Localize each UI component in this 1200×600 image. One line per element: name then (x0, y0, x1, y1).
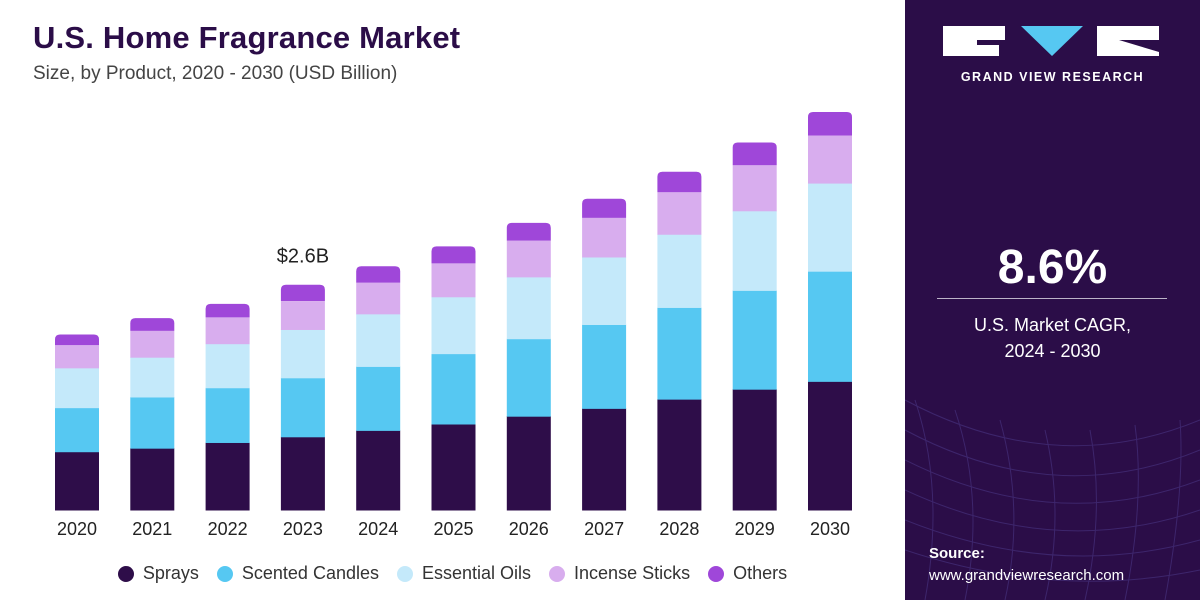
bar-segment-essential-oils-2022 (205, 343, 250, 389)
legend-swatch-incense-sticks (549, 565, 566, 582)
grand-view-research-logo (943, 26, 1159, 56)
x-tick-label-2024: 2024 (358, 519, 398, 539)
legend-label-others: Others (733, 563, 788, 583)
bar-segment-sprays-2030 (808, 381, 852, 511)
bar-segment-others-2023 (280, 284, 325, 302)
bar-segment-others-2025 (431, 246, 476, 264)
bar-segment-sprays-2025 (431, 424, 476, 511)
x-tick-label-2025: 2025 (433, 519, 473, 539)
divider (937, 298, 1167, 299)
legend-label-essential-oils: Essential Oils (421, 563, 532, 583)
bar-segment-others-2029 (732, 142, 777, 166)
legend-swatch-scented-candles (216, 565, 233, 582)
bar-segment-sprays-2023 (280, 436, 325, 511)
bar-segment-scented-candles-2026 (506, 338, 551, 417)
bar-segment-sprays-2020 (55, 451, 99, 511)
bar-segment-scented-candles-2030 (808, 271, 852, 382)
x-tick-label-2026: 2026 (509, 519, 549, 539)
bar-segment-others-2021 (130, 318, 175, 331)
bar-segment-scented-candles-2027 (582, 324, 627, 409)
x-tick-label-2021: 2021 (132, 519, 172, 539)
bar-segment-essential-oils-2026 (506, 276, 551, 340)
bar-segment-others-2020 (55, 334, 99, 346)
x-tick-label-2020: 2020 (57, 519, 97, 539)
x-tick-label-2030: 2030 (810, 519, 850, 539)
bar-segment-essential-oils-2028 (657, 234, 702, 308)
bar-segment-incense-sticks-2027 (582, 217, 627, 258)
bar-segment-incense-sticks-2020 (55, 345, 99, 369)
bar-segment-incense-sticks-2021 (130, 330, 175, 358)
bar-segment-essential-oils-2024 (356, 313, 401, 367)
brand-name: GRAND VIEW RESEARCH (960, 70, 1145, 84)
source-label: Source: (929, 545, 985, 562)
chart-panel: U.S. Home Fragrance Market Size, by Prod… (0, 20, 905, 584)
bar-segment-sprays-2028 (657, 399, 702, 511)
bar-segment-others-2027 (582, 198, 627, 218)
bar-segment-sprays-2024 (356, 430, 401, 511)
legend-item-others: Others (708, 563, 787, 584)
legend-label-sprays: Sprays (142, 563, 199, 583)
cagr-value: 8.6% (997, 241, 1108, 294)
bar-segment-scented-candles-2023 (280, 377, 325, 438)
summary-panel: GRAND VIEW RESEARCH 8.6% U.S. Market CAG… (905, 0, 1200, 600)
cagr-label: U.S. Market CAGR, 2024 - 2030 (905, 312, 1200, 364)
bar-segment-scented-candles-2029 (732, 290, 777, 390)
bar-segment-sprays-2029 (732, 389, 777, 511)
legend-label-incense-sticks: Incense Sticks (574, 563, 691, 583)
x-tick-label-2027: 2027 (584, 519, 624, 539)
legend-item-essential-oils: Essential Oils (396, 563, 532, 584)
legend-swatch-sprays (117, 565, 134, 582)
bar-segment-scented-candles-2024 (356, 366, 401, 431)
bar-segment-scented-candles-2021 (130, 396, 175, 449)
bar-segment-others-2024 (356, 266, 401, 283)
bar-segment-scented-candles-2028 (657, 307, 702, 400)
cagr-label-line2: 2024 - 2030 (1004, 341, 1101, 361)
x-tick-label-2023: 2023 (283, 519, 323, 539)
bar-segment-others-2026 (506, 222, 551, 241)
bar-segment-sprays-2022 (205, 442, 250, 511)
bar-segment-incense-sticks-2023 (280, 301, 325, 330)
wireframe-grid-decoration (905, 399, 1200, 600)
chart-title: U.S. Home Fragrance Market (33, 20, 461, 55)
bar-segment-incense-sticks-2022 (205, 317, 250, 345)
chart-subtitle: Size, by Product, 2020 - 2030 (USD Billi… (33, 63, 398, 84)
bar-segment-incense-sticks-2029 (732, 165, 777, 212)
bar-segment-essential-oils-2030 (808, 183, 852, 272)
legend-item-sprays: Sprays (117, 563, 199, 584)
legend-item-incense-sticks: Incense Sticks (549, 563, 690, 584)
data-label-2023: $2.6B (277, 246, 329, 268)
legend-item-scented-candles: Scented Candles (216, 563, 379, 584)
legend-swatch-essential-oils (396, 565, 413, 582)
bar-segment-others-2028 (657, 171, 702, 193)
x-tick-label-2029: 2029 (735, 519, 775, 539)
legend-swatch-others (708, 565, 725, 582)
bar-segment-essential-oils-2027 (582, 256, 627, 326)
bar-segment-essential-oils-2025 (431, 296, 476, 355)
bar-segment-sprays-2021 (130, 448, 175, 511)
bar-segment-others-2022 (205, 303, 250, 318)
bar-segment-essential-oils-2021 (130, 357, 175, 398)
bar-segment-incense-sticks-2030 (808, 135, 852, 184)
bar-segment-incense-sticks-2025 (431, 263, 476, 298)
bar-segment-incense-sticks-2028 (657, 192, 702, 235)
cagr-label-line1: U.S. Market CAGR, (973, 315, 1132, 335)
bar-segment-scented-candles-2020 (55, 407, 99, 453)
bar-segment-sprays-2026 (506, 416, 551, 511)
bar-segment-others-2030 (808, 112, 852, 136)
bar-segment-scented-candles-2025 (431, 353, 476, 425)
bar-segment-incense-sticks-2026 (506, 240, 551, 278)
x-tick-label-2028: 2028 (659, 519, 699, 539)
chart-legend: Sprays Scented Candles Essential Oils Incen… (0, 563, 905, 584)
bar-segment-essential-oils-2023 (280, 329, 325, 379)
stacked-bar-chart: 2020 2021 2022 2023 $2.6B 2024 2025 2026 2027 202… (55, 112, 852, 539)
bar-segment-essential-oils-2029 (732, 210, 777, 291)
bar-segment-scented-candles-2022 (205, 387, 250, 443)
source-url[interactable]: www.grandviewresearch.com (929, 567, 1125, 584)
legend-label-scented-candles: Scented Candles (241, 563, 379, 583)
x-tick-label-2022: 2022 (208, 519, 248, 539)
bar-segment-essential-oils-2020 (55, 367, 99, 409)
bar-segment-sprays-2027 (582, 408, 627, 511)
bar-segment-incense-sticks-2024 (356, 282, 401, 315)
